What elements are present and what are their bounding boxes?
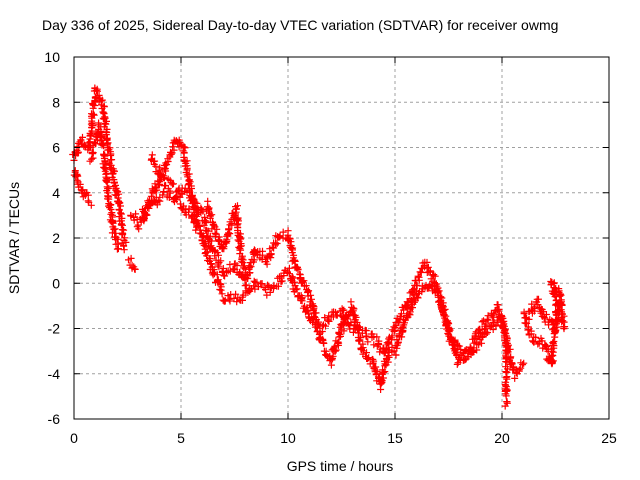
data-point-markers xyxy=(202,197,250,277)
y-tick-label: 6 xyxy=(52,140,60,156)
y-tick-label: 0 xyxy=(52,275,60,291)
series-track-j xyxy=(523,290,566,335)
x-tick-label: 25 xyxy=(601,430,617,446)
grid xyxy=(74,57,609,419)
x-axis-label: GPS time / hours xyxy=(287,458,394,474)
y-tick-label: 8 xyxy=(52,94,60,110)
y-tick-label: 2 xyxy=(52,230,60,246)
x-tick-label: 20 xyxy=(494,430,510,446)
x-tick-label: 15 xyxy=(387,430,403,446)
x-tick-label: 10 xyxy=(280,430,296,446)
y-tick-label: 4 xyxy=(52,185,60,201)
ticks: 0 5 10 15 20 25 -6 -4 -2 0 2 4 6 8 10 xyxy=(44,49,617,446)
y-tick-label: -6 xyxy=(48,411,61,427)
data-point-markers xyxy=(69,84,130,254)
y-tick-label: -4 xyxy=(48,366,61,382)
data-point-markers xyxy=(523,290,566,335)
series-track-d xyxy=(125,254,139,273)
data-points xyxy=(69,84,569,410)
y-tick-label: -2 xyxy=(48,321,61,337)
x-tick-label: 5 xyxy=(177,430,185,446)
series-track-a xyxy=(69,84,130,254)
series-track-h xyxy=(202,197,250,277)
y-axis-label: SDTVAR / TECUs xyxy=(6,182,22,294)
data-point-markers xyxy=(125,254,139,273)
y-tick-label: 10 xyxy=(44,49,60,65)
series-track-c xyxy=(86,119,122,253)
series-track-g xyxy=(147,151,511,410)
x-tick-label: 0 xyxy=(70,430,78,446)
data-point-markers xyxy=(147,151,511,410)
data-point-markers xyxy=(86,119,122,253)
chart-title: Day 336 of 2025, Sidereal Day-to-day VTE… xyxy=(42,17,558,33)
